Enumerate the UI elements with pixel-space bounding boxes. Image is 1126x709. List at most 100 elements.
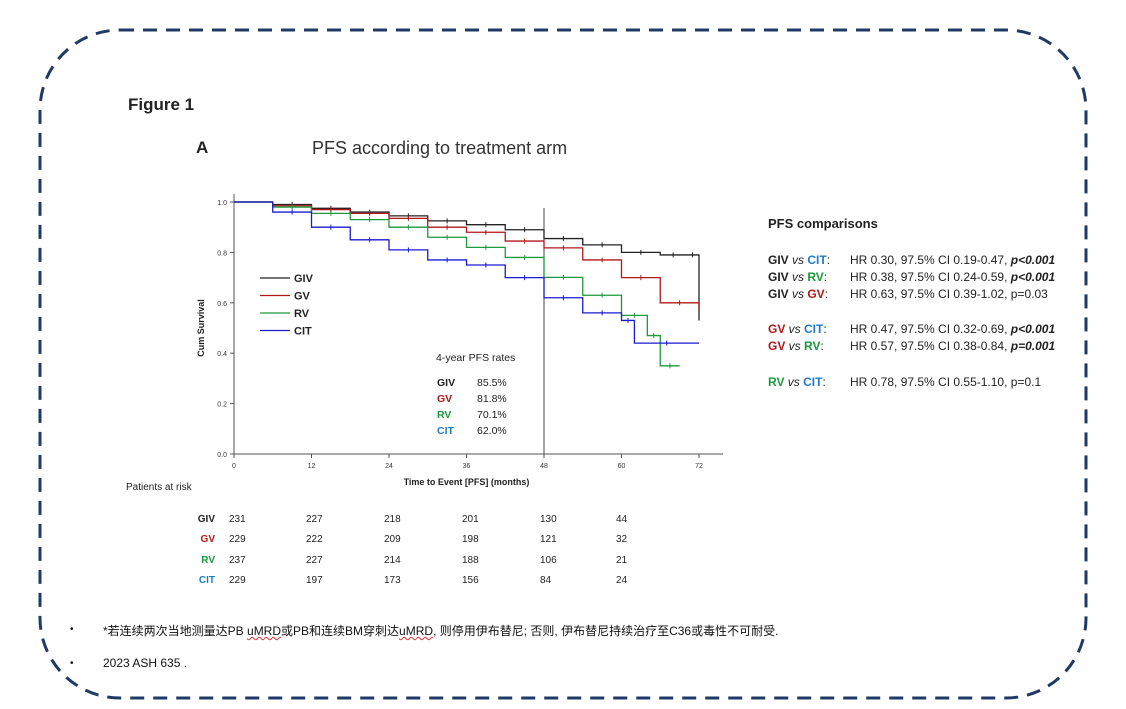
at-risk-cell: 209 (384, 534, 401, 545)
inset-arm-RV: RV (437, 409, 451, 421)
y-tick-label: 0.6 (217, 301, 227, 308)
y-tick-label: 1.0 (217, 200, 227, 207)
note-line-1-post: , 则停用伊布替尼; 否则, 伊布替尼持续治疗至C36或毒性不可耐受. (433, 624, 779, 638)
comparison-arm-b: RV (804, 339, 821, 353)
at-risk-cell: 237 (229, 555, 246, 566)
curve-CIT (234, 201, 699, 344)
comparisons-title: PFS comparisons (768, 216, 878, 231)
comparison-p-value: p<0.001 (1010, 270, 1056, 284)
at-risk-cell: 229 (229, 534, 246, 545)
comparison-colon: : (822, 375, 826, 389)
at-risk-title: Patients at risk (126, 482, 192, 493)
at-risk-cell: 201 (462, 514, 479, 525)
comparison-vs: vs (788, 253, 808, 267)
at-risk-arm-GV: GV (200, 534, 215, 545)
at-risk-cell: 229 (229, 575, 246, 586)
at-risk-cell: 32 (616, 534, 628, 545)
comparison-colon: : (823, 322, 827, 336)
comparison-hr-text: HR 0.38, 97.5% CI 0.24-0.59, (850, 270, 1011, 284)
note-line-1-word-2: uMRD (399, 624, 434, 638)
comparison-p-value: p<0.001 (1010, 322, 1056, 336)
y-tick-label: 0.0 (217, 452, 227, 459)
comparison-pair: GIV vs GV: (768, 287, 850, 301)
chart-legend: GIV GV RV CIT (260, 273, 314, 338)
inset-rate-RV: 70.1% (477, 409, 507, 421)
comparison-hr-text: HR 0.78, 97.5% CI 0.55-1.10, (850, 375, 1011, 389)
km-chart: 0.0 0.2 0.4 0.6 0.8 1.0 0 12 24 36 48 60 72 Time to E… (196, 194, 723, 487)
chart-axes: 0.0 0.2 0.4 0.6 0.8 1.0 0 12 24 36 48 60 72 Time to E… (196, 194, 723, 487)
comparison-arm-a: GIV (768, 270, 789, 284)
at-risk-cell: 21 (616, 555, 628, 566)
comparison-row: GIV vs RV: HR 0.38, 97.5% CI 0.24-0.59, p… (768, 270, 1055, 284)
y-tick-label: 0.8 (217, 250, 227, 257)
at-risk-cell: 231 (229, 514, 246, 525)
at-risk-arm-RV: RV (201, 555, 215, 566)
comparison-pair: GIV vs CIT: (768, 253, 850, 267)
y-tick-label: 0.2 (217, 402, 227, 409)
comparison-pair: GV vs RV: (768, 339, 850, 353)
at-risk-cell: 130 (540, 514, 557, 525)
chart-inset: 4-year PFS rates GIV 85.5% GV 81.8% RV 70.1% CI… (436, 352, 515, 437)
note-line-1-mid: 或PB和连续BM穿刺达 (281, 624, 400, 638)
inset-arm-GV: GV (437, 393, 452, 405)
comparison-pair: RV vs CIT: (768, 375, 850, 389)
comparison-arm-a: RV (768, 375, 785, 389)
comparison-row: RV vs CIT: HR 0.78, 97.5% CI 0.55-1.10, p… (768, 375, 1041, 389)
at-risk-cell: 227 (306, 514, 323, 525)
inset-rate-CIT: 62.0% (477, 425, 507, 437)
note-line-1-pre: *若连续两次当地测量达PB (103, 624, 248, 638)
x-tick-label: 60 (618, 463, 626, 470)
comparison-arm-b: CIT (807, 253, 827, 267)
at-risk-cell: 121 (540, 534, 557, 545)
bullet-2: • (70, 658, 74, 669)
at-risk-cell: 222 (306, 534, 323, 545)
y-axis-label: Cum Survival (196, 299, 206, 357)
x-tick-label: 24 (385, 463, 393, 470)
comparison-hr-text: HR 0.57, 97.5% CI 0.38-0.84, (850, 339, 1011, 353)
figure-label: Figure 1 (128, 95, 195, 114)
comparison-pair: GIV vs RV: (768, 270, 850, 284)
comparison-vs: vs (785, 339, 805, 353)
comparison-p-value: p=0.001 (1010, 339, 1056, 353)
note-line-1: *若连续两次当地测量达PB uMRD或PB和连续BM穿刺达uMRD, 则停用伊布… (103, 622, 778, 639)
comparison-arm-b: CIT (803, 375, 823, 389)
x-tick-label: 12 (308, 463, 316, 470)
at-risk-cell: 24 (616, 575, 628, 586)
at-risk-cell: 44 (616, 514, 628, 525)
at-risk-cell: 227 (306, 555, 323, 566)
at-risk-arm-GIV: GIV (197, 514, 215, 525)
comparison-pair: GV vs CIT: (768, 322, 850, 336)
at-risk-cell: 197 (306, 575, 323, 586)
inset-rate-GV: 81.8% (477, 393, 507, 405)
legend-label-CIT: CIT (294, 326, 312, 338)
inset-arm-GIV: GIV (437, 377, 455, 389)
at-risk-cell: 173 (384, 575, 401, 586)
y-tick-label: 0.4 (217, 351, 227, 358)
legend-label-GV: GV (294, 291, 311, 303)
inset-title: 4-year PFS rates (436, 352, 515, 364)
x-tick-label: 0 (232, 463, 236, 470)
comparison-p-value: p=0.03 (1010, 287, 1048, 301)
comparison-arm-a: GV (768, 322, 786, 336)
at-risk-cell: 106 (540, 555, 557, 566)
comparison-row: GV vs RV: HR 0.57, 97.5% CI 0.38-0.84, p=… (768, 339, 1055, 353)
inset-arm-CIT: CIT (437, 425, 455, 437)
comparison-colon: : (823, 270, 828, 284)
at-risk-cell: 156 (462, 575, 479, 586)
at-risk-arm-CIT: CIT (198, 575, 215, 586)
x-tick-label: 72 (695, 463, 703, 470)
panel-label: A (196, 138, 209, 157)
chart-title: PFS according to treatment arm (312, 138, 568, 158)
comparison-arm-b: GV (807, 287, 825, 301)
bullet-1: • (70, 624, 74, 635)
comparison-row: GIV vs GV: HR 0.63, 97.5% CI 0.39-1.02, p… (768, 287, 1048, 301)
comparison-vs: vs (788, 270, 808, 284)
comparison-arm-a: GIV (768, 253, 789, 267)
comparison-p-value: p<0.001 (1010, 253, 1056, 267)
inset-rate-GIV: 85.5% (477, 377, 507, 389)
at-risk-cell: 84 (540, 575, 552, 586)
at-risk-cell: 198 (462, 534, 479, 545)
chart-curves (234, 201, 700, 369)
legend-label-GIV: GIV (294, 273, 314, 285)
